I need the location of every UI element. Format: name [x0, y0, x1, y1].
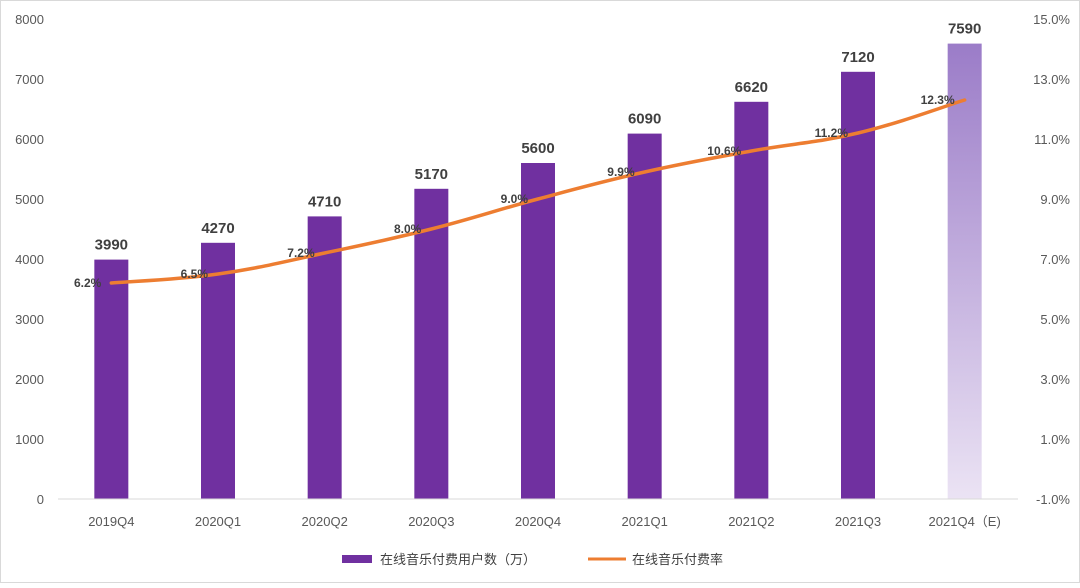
legend-label-line: 在线音乐付费率	[632, 552, 723, 567]
x-tick-label: 2020Q1	[195, 514, 241, 529]
bar	[627, 133, 662, 499]
bar-value-label: 4710	[308, 193, 341, 210]
legend-swatch-bar	[342, 555, 372, 563]
rate-value-label: 6.2%	[74, 276, 102, 290]
bar-value-label: 6090	[628, 111, 661, 128]
rate-value-label: 6.5%	[181, 267, 209, 281]
y-right-tick-label: 5.0%	[1040, 312, 1070, 327]
y-right-tick-label: 3.0%	[1040, 372, 1070, 387]
x-tick-label: 2021Q4（E)	[929, 514, 1001, 529]
y-left-tick-label: 1000	[15, 432, 44, 447]
bar-value-label: 5600	[521, 140, 554, 157]
x-tick-label: 2021Q1	[622, 514, 668, 529]
x-tick-label: 2021Q2	[728, 514, 774, 529]
rate-value-label: 12.3%	[921, 93, 955, 107]
y-right-tick-label: 15.0%	[1033, 12, 1070, 27]
rate-value-label: 9.9%	[607, 165, 635, 179]
bar-value-label: 3990	[95, 237, 128, 254]
y-left-tick-label: 0	[37, 492, 44, 507]
bar	[414, 188, 449, 500]
bar	[307, 216, 342, 499]
y-left-tick-label: 7000	[15, 72, 44, 87]
y-right-tick-label: -1.0%	[1036, 492, 1070, 507]
y-right-tick-label: 7.0%	[1040, 252, 1070, 267]
bar-value-label: 5170	[415, 166, 448, 183]
rate-value-label: 7.2%	[287, 246, 315, 260]
y-left-tick-label: 2000	[15, 372, 44, 387]
y-left-tick-label: 4000	[15, 252, 44, 267]
bar	[201, 242, 235, 500]
rate-value-label: 11.2%	[815, 126, 849, 140]
bar-value-label: 7590	[948, 21, 981, 38]
rate-line	[109, 98, 967, 285]
y-right-tick-label: 9.0%	[1040, 192, 1070, 207]
x-tick-label: 2020Q2	[302, 514, 348, 529]
y-left-tick-label: 3000	[15, 312, 44, 327]
y-left-tick-label: 6000	[15, 132, 44, 147]
bar	[841, 71, 875, 500]
y-right-tick-label: 13.0%	[1033, 72, 1070, 87]
x-tick-label: 2020Q3	[408, 514, 454, 529]
y-right-tick-label: 11.0%	[1034, 132, 1070, 147]
y-left-tick-label: 8000	[15, 12, 44, 27]
x-tick-label: 2020Q4	[515, 514, 561, 529]
bar-estimate	[947, 43, 982, 499]
y-right-tick-label: 1.0%	[1040, 432, 1070, 447]
x-tick-label: 2021Q3	[835, 514, 881, 529]
bar-value-label: 4270	[201, 220, 234, 237]
rate-value-label: 8.0%	[394, 222, 422, 236]
bar	[94, 259, 129, 499]
rate-value-label: 10.6%	[707, 144, 741, 158]
legend-label-bar: 在线音乐付费用户数（万）	[380, 552, 536, 567]
bar	[521, 163, 555, 499]
bar	[734, 101, 769, 500]
bar-value-label: 6620	[735, 79, 768, 96]
legend: 在线音乐付费用户数（万） 在线音乐付费率	[342, 552, 723, 567]
x-tick-label: 2019Q4	[88, 514, 134, 529]
rate-value-label: 9.0%	[501, 192, 529, 206]
y-left-tick-label: 5000	[15, 192, 44, 207]
bar-value-label: 7120	[841, 49, 874, 66]
